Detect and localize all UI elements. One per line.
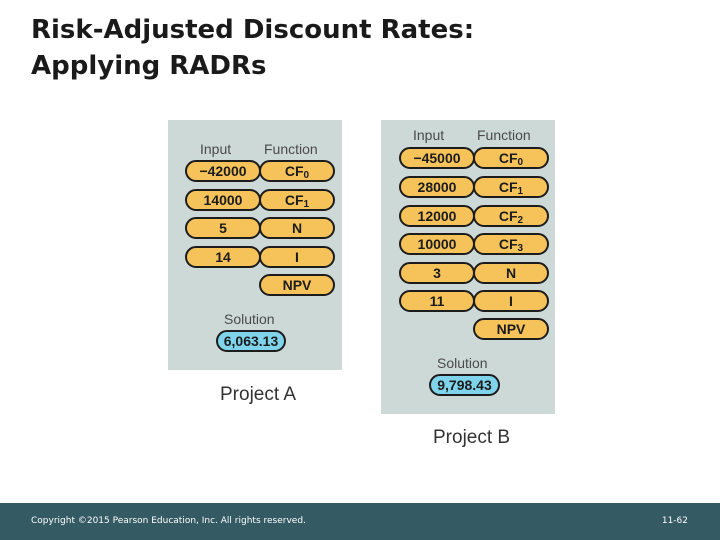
function-key-label: CF bbox=[284, 163, 304, 179]
function-key-label: CF bbox=[498, 150, 518, 166]
function-key-i: I bbox=[259, 246, 335, 268]
project-b-calculator-panel: Input Function −45000 28000 12000 10000 … bbox=[381, 120, 555, 414]
slide-title: Risk-Adjusted Discount Rates: Applying R… bbox=[31, 12, 671, 84]
function-key-label: CF bbox=[498, 208, 518, 224]
slide-title-line-1: Risk-Adjusted Discount Rates: bbox=[31, 15, 475, 45]
function-key-subscript: 1 bbox=[303, 199, 310, 210]
function-key-label: CF bbox=[498, 179, 518, 195]
slide-title-line-2: Applying RADRs bbox=[31, 51, 267, 81]
project-a-calculator-panel: Input Function −42000 14000 5 14 CF0 CF1… bbox=[168, 120, 342, 370]
project-a-caption: Project A bbox=[220, 384, 297, 405]
project-b-caption: Project B bbox=[433, 427, 511, 448]
page-number: 11-62 bbox=[661, 516, 688, 526]
input-column-header: Input bbox=[413, 127, 445, 143]
input-key: −42000 bbox=[185, 160, 261, 182]
function-key-cf1: CF1 bbox=[259, 189, 335, 211]
solution-display: 9,798.43 bbox=[429, 374, 500, 396]
function-key-npv: NPV bbox=[473, 318, 549, 340]
function-key-subscript: 0 bbox=[303, 170, 310, 181]
input-key: 14000 bbox=[185, 189, 261, 211]
footer-bar: Copyright ©2015 Pearson Education, Inc. … bbox=[0, 503, 720, 540]
input-key: 10000 bbox=[399, 233, 475, 255]
function-key-cf0: CF0 bbox=[259, 160, 335, 182]
function-key-cf1: CF1 bbox=[473, 176, 549, 198]
function-key-cf3: CF3 bbox=[473, 233, 549, 255]
function-key-subscript: 0 bbox=[517, 157, 524, 168]
function-key-npv: NPV bbox=[259, 274, 335, 296]
input-key: 12000 bbox=[399, 205, 475, 227]
function-column-header: Function bbox=[477, 127, 531, 143]
function-column-header: Function bbox=[264, 141, 318, 157]
solution-display: 6,063.13 bbox=[216, 330, 286, 352]
input-key: 28000 bbox=[399, 176, 475, 198]
function-key-subscript: 1 bbox=[517, 186, 524, 197]
function-key-cf0: CF0 bbox=[473, 147, 549, 169]
input-key: −45000 bbox=[399, 147, 475, 169]
function-key-n: N bbox=[259, 217, 335, 239]
input-key: 3 bbox=[399, 262, 475, 284]
input-key: 11 bbox=[399, 290, 475, 312]
function-key-subscript: 2 bbox=[517, 215, 524, 226]
solution-label: Solution bbox=[437, 355, 488, 371]
function-key-n: N bbox=[473, 262, 549, 284]
input-key: 5 bbox=[185, 217, 261, 239]
function-key-i: I bbox=[473, 290, 549, 312]
function-key-cf2: CF2 bbox=[473, 205, 549, 227]
function-key-label: CF bbox=[498, 236, 518, 252]
copyright-notice: Copyright ©2015 Pearson Education, Inc. … bbox=[31, 516, 306, 526]
function-key-subscript: 3 bbox=[517, 243, 524, 254]
solution-label: Solution bbox=[224, 311, 275, 327]
input-column-header: Input bbox=[200, 141, 232, 157]
input-key: 14 bbox=[185, 246, 261, 268]
function-key-label: CF bbox=[284, 192, 304, 208]
